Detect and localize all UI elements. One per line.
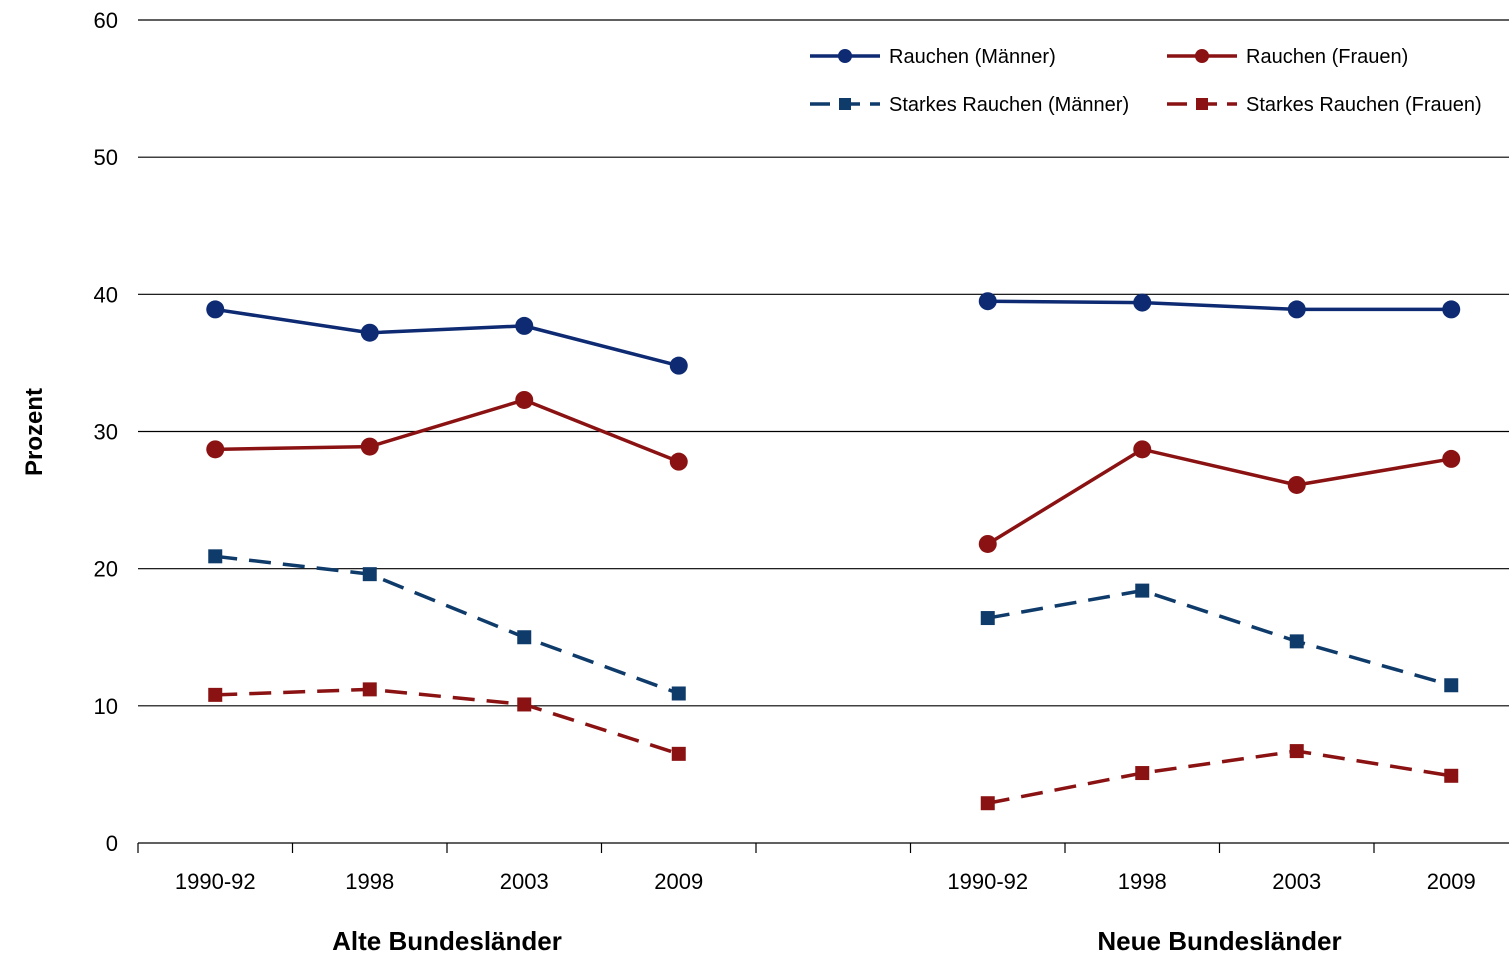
y-tick-label: 40 [94,282,118,307]
data-point [1287,300,1306,319]
group-label: Neue Bundesländer [1097,926,1341,956]
data-point [1444,678,1459,693]
series-lines [206,292,1461,811]
series-line [215,398,680,464]
data-point [1287,475,1306,494]
data-point [978,292,997,311]
legend-label: Rauchen (Männer) [889,46,1056,68]
data-point [208,687,223,702]
data-point [671,686,686,701]
data-point [980,611,995,626]
data-point [1289,634,1304,649]
x-tick-label: 1990-92 [947,869,1028,894]
data-point [1289,744,1304,759]
x-tick-label: 1998 [345,869,394,894]
y-axis-title: Prozent [21,388,48,476]
y-tick-label: 10 [94,694,118,719]
series-line [987,299,1452,312]
x-axis: 1990-92 1998 2003 2009 Alte Bundesländer 1990… [137,843,1476,956]
data-point [1135,583,1150,598]
legend-marker [1195,49,1209,63]
legend-marker [1196,98,1208,110]
data-point [1444,768,1459,783]
series-line [215,687,680,756]
x-tick-label: 1990-92 [175,869,256,894]
y-tick-label: 60 [94,8,118,33]
data-point [671,746,686,761]
series-line [986,447,1452,546]
y-tick-label: 30 [94,420,118,445]
data-point [669,356,688,375]
data-point [360,323,379,342]
legend: Rauchen (Männer) Rauchen (Frauen) Starkes … [810,46,1482,116]
data-point [515,390,534,409]
data-point [1133,293,1152,312]
x-tick-label: 1998 [1118,869,1167,894]
gridlines: 0 10 20 30 40 50 60 [94,8,1509,856]
legend-label: Starkes Rauchen (Frauen) [1246,94,1482,116]
legend-marker [838,49,852,63]
x-tick-label: 2003 [500,869,549,894]
y-tick-label: 20 [94,557,118,582]
x-tick-label: 2003 [1272,869,1321,894]
legend-label: Starkes Rauchen (Männer) [889,94,1129,116]
group-label: Alte Bundesländer [332,926,562,956]
data-point [978,534,997,553]
x-tick-label: 2009 [654,869,703,894]
y-tick-label: 50 [94,145,118,170]
data-point [206,440,225,459]
data-point [208,549,223,564]
y-tick-label: 0 [106,831,118,856]
series-line [987,588,1452,687]
series-line [215,554,680,696]
legend-label: Rauchen (Frauen) [1246,46,1408,68]
data-point [206,300,225,319]
data-point [1133,440,1152,459]
x-tick-label: 2009 [1427,869,1476,894]
data-point [362,682,377,697]
legend-marker [839,98,851,110]
data-point [1135,766,1150,781]
data-point [669,452,688,471]
series-line [214,307,680,368]
data-point [980,796,995,811]
data-point [360,437,379,456]
data-point [362,567,377,582]
data-point [517,630,532,645]
data-point [515,316,534,335]
data-point [1442,449,1461,468]
data-point [517,697,532,712]
data-point [1442,300,1461,319]
series-line [987,749,1452,805]
